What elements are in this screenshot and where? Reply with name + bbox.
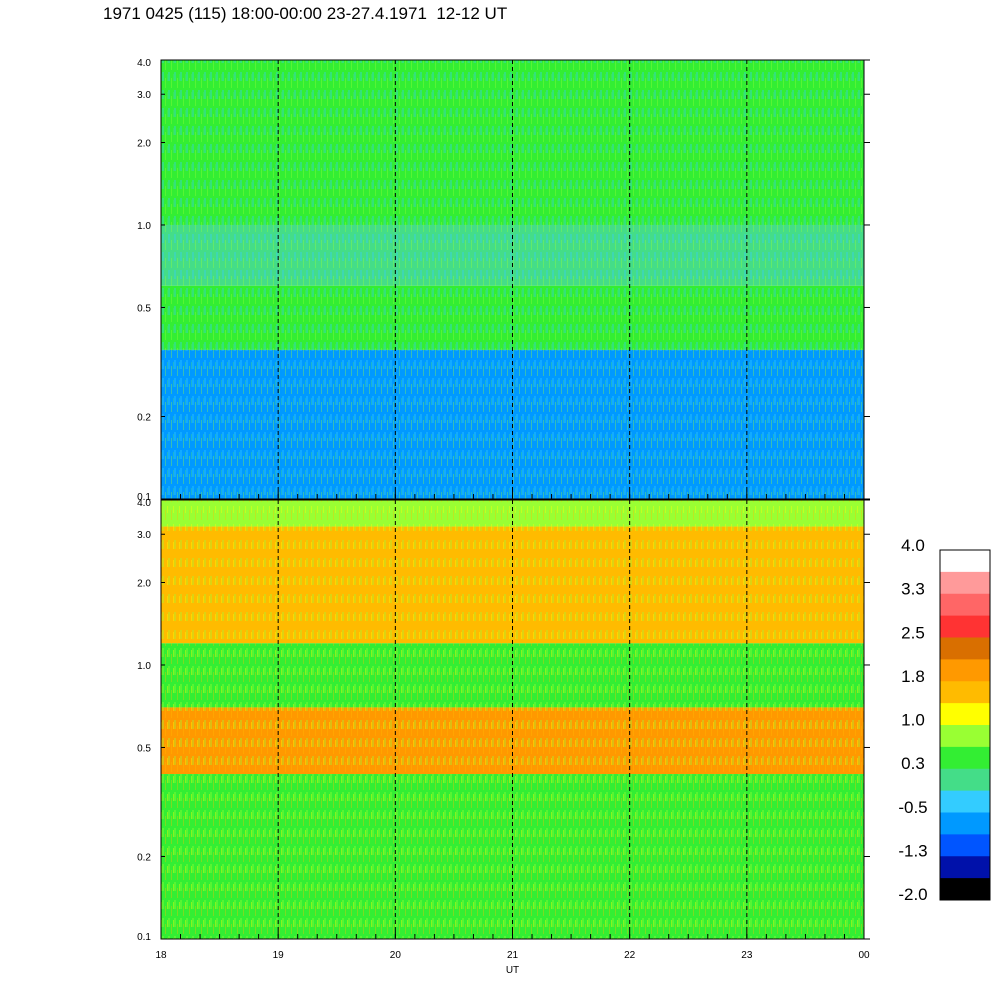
y-tick-label: 1.0	[137, 221, 151, 232]
y-tick-label: 3.0	[137, 530, 151, 541]
y-tick-label: 1.0	[137, 661, 151, 672]
y-tick-label: 0.1	[137, 932, 151, 943]
color-scale-label: 2.5	[901, 623, 925, 642]
x-tick-label: 22	[624, 950, 636, 961]
y-tick-label: 0.5	[137, 743, 151, 754]
x-tick-label: 18	[155, 950, 167, 961]
panel-upper: 0.1 0.2 0.5 1.0 2.0 3.0 4.0	[137, 58, 870, 503]
y-tick-label: 0.1	[137, 492, 151, 503]
color-scale-label: -1.3	[898, 841, 927, 860]
color-scale-swatch	[940, 834, 990, 857]
color-scale-frame	[939, 549, 991, 901]
color-scale-swatch	[940, 812, 990, 835]
color-scale-bar: 4.0 3.3 2.5 1.8 1.0 0.3 -0.5 -1.3 -2.0	[898, 536, 991, 904]
color-scale-swatch	[940, 571, 990, 595]
x-tick-label: 20	[390, 950, 402, 961]
y-tick-label: 3.0	[137, 90, 151, 101]
y-tick-label: 2.0	[137, 578, 151, 589]
color-scale-swatch	[940, 615, 990, 638]
x-tick-label: 23	[741, 950, 753, 961]
x-tick-label: 21	[507, 950, 519, 961]
color-scale-swatch	[940, 550, 990, 573]
color-scale-swatch	[940, 681, 990, 704]
y-tick-label: 4.0	[137, 498, 151, 509]
color-scale-swatch	[940, 725, 990, 748]
color-scale-label: 1.0	[901, 711, 925, 730]
color-scale-swatch	[940, 637, 990, 660]
color-scale-swatch	[940, 768, 990, 792]
x-tick-label: 19	[273, 950, 285, 961]
color-scale-swatch	[940, 659, 990, 682]
color-scale-swatch	[940, 593, 990, 617]
y-tick-label: 0.2	[137, 853, 151, 864]
color-scale-swatch	[940, 746, 990, 770]
color-scale-swatch	[940, 856, 990, 879]
color-scale-label: -2.0	[898, 885, 927, 904]
x-axis-label: UT	[506, 965, 519, 976]
color-scale-label: 0.3	[901, 754, 925, 773]
color-scale-swatch	[940, 790, 990, 813]
color-scale-swatch	[940, 703, 990, 726]
color-scale-label: 3.3	[901, 580, 925, 599]
y-tick-label: 4.0	[137, 58, 151, 69]
panel-lower: 0.1 0.2 0.5 1.0 2.0 3.0 4.0 18 19 20 21 22 23 00 UT	[137, 498, 870, 976]
color-scale-label: 1.8	[901, 667, 925, 686]
y-tick-label: 2.0	[137, 138, 151, 149]
y-tick-label: 0.2	[137, 413, 151, 424]
chart-title: 1971 0425 (115) 18:00-00:00 23-27.4.1971…	[103, 4, 508, 23]
color-scale-label: 4.0	[901, 536, 925, 555]
color-scale-label: -0.5	[898, 798, 927, 817]
y-tick-label: 0.5	[137, 303, 151, 314]
color-scale-swatch	[940, 878, 990, 901]
x-tick-label: 00	[858, 950, 870, 961]
